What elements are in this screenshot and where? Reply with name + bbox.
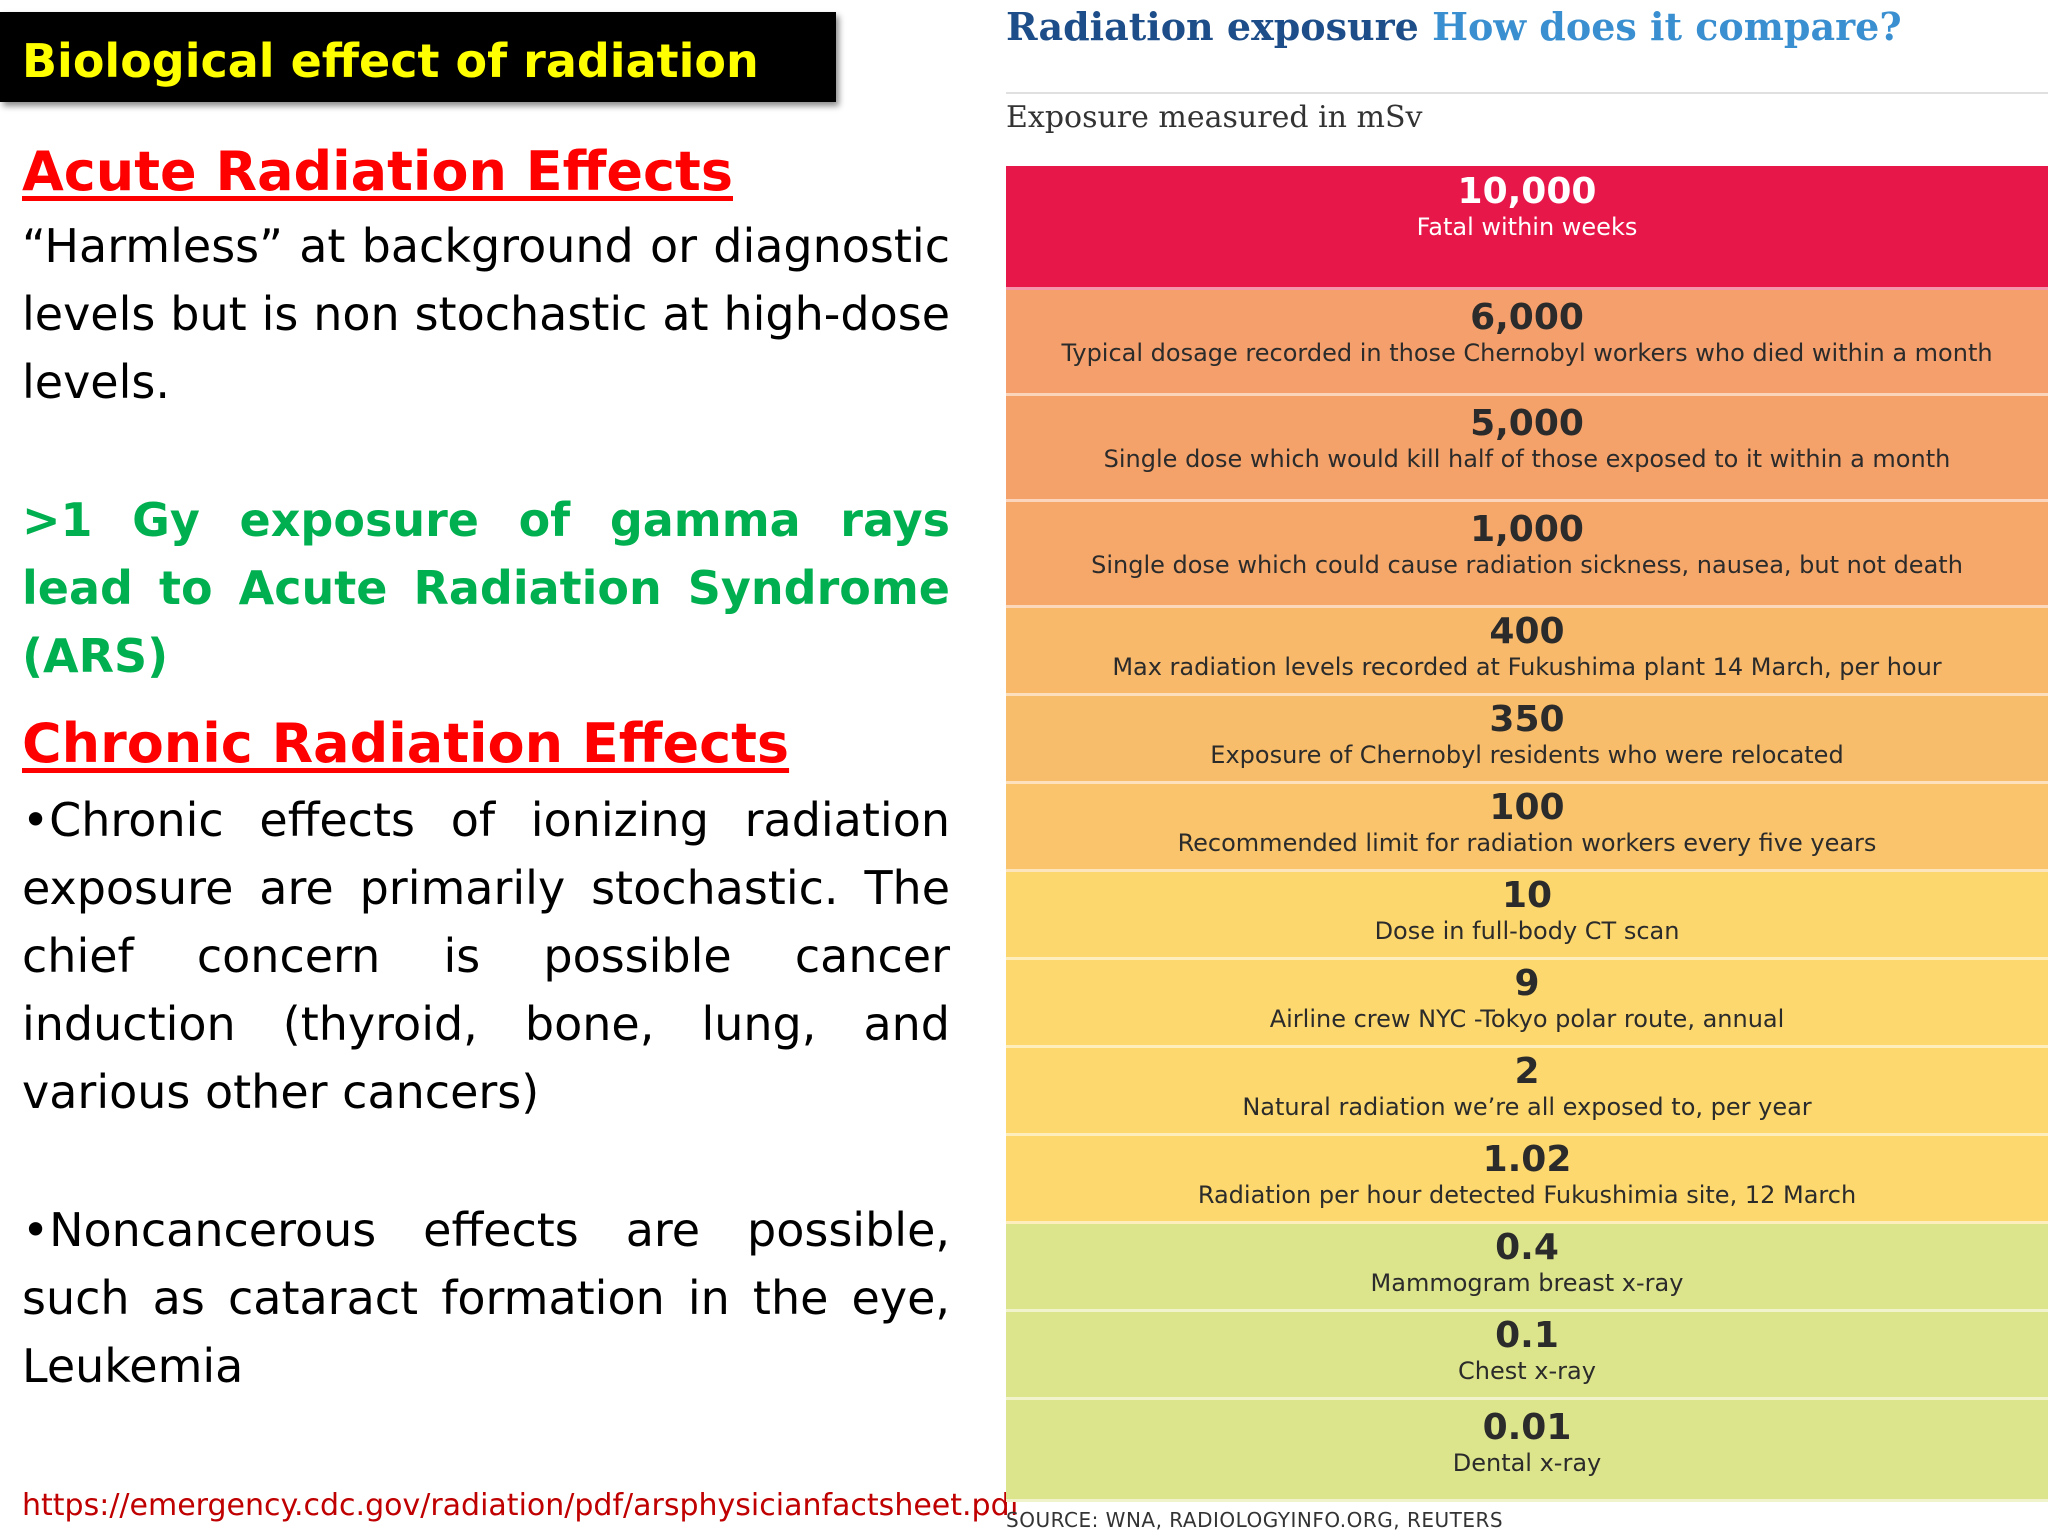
exposure-band: 350 Exposure of Chernobyl residents who w… (1006, 696, 2048, 784)
exposure-band: 2 Natural radiation we’re all exposed to,… (1006, 1048, 2048, 1136)
exposure-value: 2 (1514, 1051, 1540, 1092)
exposure-description: Single dose which would kill half of tho… (1103, 445, 1951, 473)
exposure-description: Recommended limit for radiation workers … (1177, 829, 1877, 857)
exposure-description: Single dose which could cause radiation … (1091, 551, 1963, 579)
exposure-band: 1,000 Single dose which could cause radia… (1006, 502, 2048, 608)
chronic-bullet-2: •Noncancerous effects are possible, such… (22, 1203, 950, 1393)
infographic-divider (1006, 92, 2048, 94)
exposure-band: 400 Max radiation levels recorded at Fuku… (1006, 608, 2048, 696)
exposure-band: 100 Recommended limit for radiation worke… (1006, 784, 2048, 872)
exposure-value: 10 (1501, 875, 1553, 916)
exposure-value: 6,000 (1470, 297, 1584, 338)
exposure-value: 1.02 (1482, 1139, 1572, 1180)
source-link[interactable]: https://emergency.cdc.gov/radiation/pdf/… (22, 1488, 1021, 1523)
exposure-band: 1.02 Radiation per hour detected Fukushim… (1006, 1136, 2048, 1224)
exposure-description: Dose in full-body CT scan (1374, 917, 1680, 945)
slide-title: Biological effect of radiation (22, 34, 759, 88)
infographic-title-part2: How does it compare? (1432, 4, 1902, 49)
exposure-description: Fatal within weeks (1416, 213, 1638, 241)
exposure-band: 9 Airline crew NYC -Tokyo polar route, an… (1006, 960, 2048, 1048)
exposure-description: Chest x-ray (1458, 1357, 1596, 1385)
exposure-value: 100 (1489, 787, 1565, 828)
exposure-value: 350 (1489, 699, 1565, 740)
infographic-subtitle: Exposure measured in mSv (1006, 100, 1423, 135)
exposure-band: 10,000 Fatal within weeks (1006, 166, 2048, 290)
exposure-value: 0.01 (1482, 1407, 1572, 1448)
exposure-band: 0.1 Chest x-ray (1006, 1312, 2048, 1400)
exposure-description: Typical dosage recorded in those Chernob… (1061, 339, 1993, 367)
exposure-band: 0.01 Dental x-ray (1006, 1400, 2048, 1502)
exposure-description: Dental x-ray (1452, 1449, 1602, 1477)
exposure-description: Max radiation levels recorded at Fukushi… (1112, 653, 1942, 681)
exposure-description: Natural radiation we’re all exposed to, … (1242, 1093, 1812, 1121)
exposure-band: 6,000 Typical dosage recorded in those Ch… (1006, 290, 2048, 396)
exposure-description: Radiation per hour detected Fukushimia s… (1197, 1181, 1857, 1209)
exposure-value: 10,000 (1457, 171, 1597, 212)
exposure-band: 10 Dose in full-body CT scan (1006, 872, 2048, 960)
exposure-scale-chart: 10,000 Fatal within weeks 6,000 Typical dos… (1006, 166, 2048, 1502)
exposure-value: 0.1 (1495, 1315, 1559, 1356)
exposure-band: 0.4 Mammogram breast x-ray (1006, 1224, 2048, 1312)
chronic-heading: Chronic Radiation Effects (22, 712, 790, 775)
ars-highlight: >1 Gy exposure of gamma rays lead to Acu… (22, 493, 950, 683)
infographic-source: SOURCE: WNA, RADIOLOGYINFO.ORG, REUTERS (1006, 1508, 1504, 1532)
slide-title-bar: Biological effect of radiation (0, 12, 836, 102)
exposure-value: 9 (1514, 963, 1540, 1004)
infographic-title-part1: Radiation exposure (1006, 4, 1419, 49)
exposure-description: Exposure of Chernobyl residents who were… (1210, 741, 1844, 769)
exposure-band: 5,000 Single dose which would kill half o… (1006, 396, 2048, 502)
acute-text: “Harmless” at background or diagnostic l… (22, 219, 950, 409)
chronic-bullet-1: •Chronic effects of ionizing radiation e… (22, 793, 950, 1119)
acute-heading: Acute Radiation Effects (22, 140, 733, 203)
exposure-value: 5,000 (1470, 403, 1584, 444)
exposure-value: 400 (1489, 611, 1565, 652)
exposure-description: Mammogram breast x-ray (1370, 1269, 1684, 1297)
infographic-title: Radiation exposure How does it compare? (1006, 4, 1902, 49)
exposure-description: Airline crew NYC -Tokyo polar route, ann… (1269, 1005, 1785, 1033)
exposure-value: 0.4 (1495, 1227, 1559, 1268)
exposure-value: 1,000 (1470, 509, 1584, 550)
